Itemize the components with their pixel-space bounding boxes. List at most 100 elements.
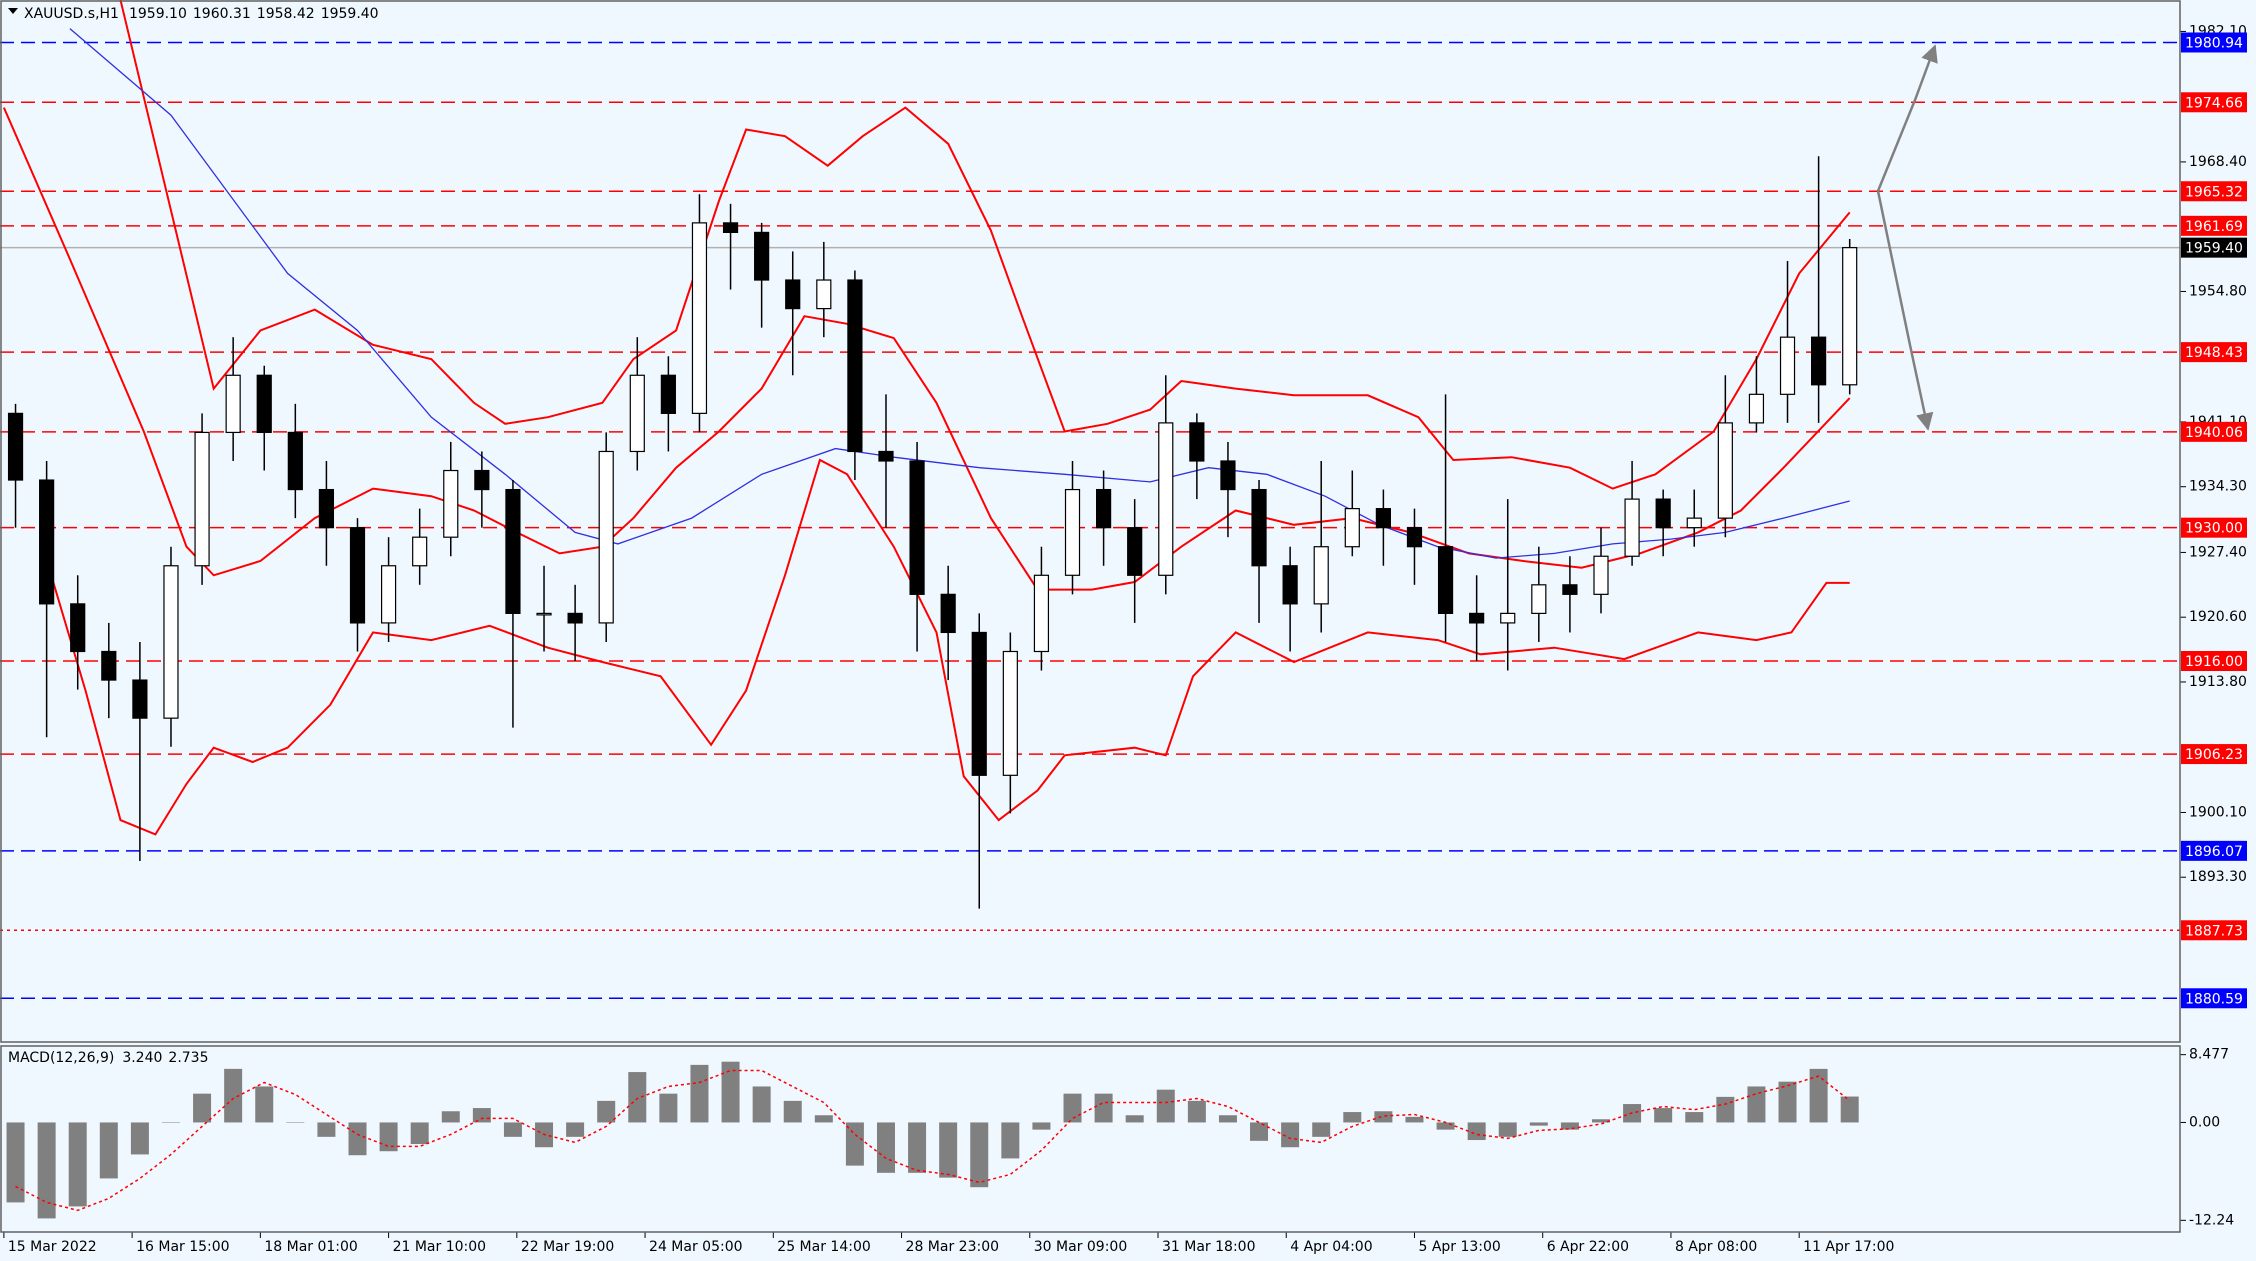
candle-body <box>1096 488 1112 529</box>
candle-body <box>940 593 956 634</box>
level-label-box <box>2181 32 2247 53</box>
symbol: XAUUSD.s,H1 <box>24 6 119 22</box>
macd-bar <box>1032 1122 1051 1130</box>
level-label: 1880.59 <box>2185 991 2243 1007</box>
candle-body <box>1002 650 1018 776</box>
quote-close: 1959.40 <box>321 6 379 22</box>
macd-bar <box>1001 1122 1020 1159</box>
macd-bar <box>224 1068 243 1123</box>
macd-bar <box>908 1122 927 1173</box>
macd-bar <box>1778 1081 1797 1123</box>
level-label-box <box>2181 237 2247 258</box>
macd-value: 3.240 <box>122 1050 162 1066</box>
candle-body <box>816 279 832 310</box>
macd-bar <box>1218 1115 1237 1123</box>
x-tick-label: 8 Apr 08:00 <box>1675 1239 1757 1255</box>
macd-bar <box>1716 1096 1735 1123</box>
candle-body <box>722 222 739 234</box>
macd-bar <box>410 1122 429 1145</box>
x-tick-label: 6 Apr 22:00 <box>1547 1239 1629 1255</box>
macd-bar <box>472 1108 491 1123</box>
macd-bar <box>193 1093 212 1123</box>
quote-low: 1958.42 <box>257 6 315 22</box>
macd-bar <box>1591 1119 1610 1123</box>
y-tick-label: 1900.10 <box>2189 804 2247 820</box>
macd-bar <box>659 1093 678 1123</box>
candle-body <box>1344 508 1360 548</box>
forecast-arrow-up <box>1876 44 1938 192</box>
x-tick-label: 22 Mar 19:00 <box>521 1239 614 1255</box>
main-frame <box>0 0 2181 1043</box>
candle-body <box>971 631 987 776</box>
candle-body <box>754 231 770 281</box>
macd-bar <box>1094 1093 1113 1123</box>
macd-title: MACD(12,26,9) <box>8 1050 114 1066</box>
candle-body <box>70 603 86 653</box>
y-tick-label: 1893.30 <box>2189 869 2247 885</box>
signal-value: 2.735 <box>168 1050 208 1066</box>
level-label: 1930.00 <box>2185 521 2243 537</box>
macd-bar <box>1374 1111 1393 1123</box>
macd-bar <box>1747 1086 1766 1123</box>
macd-bar <box>690 1064 709 1123</box>
candle-body <box>785 279 801 310</box>
y-tick-label: 1968.40 <box>2189 154 2247 170</box>
macd-bar <box>721 1061 740 1123</box>
level-label-box <box>2181 920 2247 941</box>
macd-bar <box>1560 1122 1579 1130</box>
macd-bar <box>814 1115 833 1123</box>
y-tick-label: 1934.30 <box>2189 479 2247 495</box>
y-tick-label: 1920.60 <box>2189 609 2247 625</box>
candle-body <box>1500 612 1516 624</box>
candle-body <box>1282 565 1298 605</box>
level-label: 1948.43 <box>2185 345 2243 361</box>
y-tick-label: 1927.40 <box>2189 544 2247 560</box>
candle-body <box>1251 488 1267 567</box>
forecast-arrow-down <box>1876 190 1934 431</box>
candle-body <box>878 450 894 462</box>
level-label: 1916.00 <box>2185 654 2243 670</box>
indicator-line <box>41 458 1850 836</box>
x-tick-label: 16 Mar 15:00 <box>136 1239 229 1255</box>
candle-body <box>1842 247 1858 386</box>
candle-body <box>39 479 55 605</box>
macd-plot <box>6 1061 1859 1219</box>
y-tick-label: 8.477 <box>2189 1047 2229 1063</box>
axes: 1982.101968.401954.801941.101934.301927.… <box>3 23 2247 1255</box>
macd-bar <box>161 1122 180 1123</box>
candle-body <box>1624 498 1640 557</box>
candle-body <box>256 374 272 434</box>
candle-body <box>567 612 583 624</box>
x-tick-label: 25 Mar 14:00 <box>777 1239 870 1255</box>
menu-triangle[interactable] <box>8 8 18 14</box>
x-tick-label: 24 Mar 05:00 <box>649 1239 742 1255</box>
macd-bar <box>876 1122 895 1173</box>
macd-bar <box>939 1122 958 1178</box>
macd-bar <box>1809 1068 1828 1123</box>
main-plot <box>0 0 2180 1000</box>
x-tick-label: 28 Mar 23:00 <box>906 1239 999 1255</box>
x-tick-label: 18 Mar 01:00 <box>264 1239 357 1255</box>
candle-body <box>132 679 148 719</box>
level-label-box <box>2181 421 2247 442</box>
candle-body <box>474 469 490 491</box>
candle-body <box>1686 517 1702 529</box>
macd-bar <box>1156 1089 1175 1123</box>
indicator-line <box>119 0 1851 490</box>
candle-body <box>847 279 863 453</box>
candle-body <box>349 527 366 624</box>
macd-bar <box>597 1100 616 1123</box>
macd-bar <box>566 1122 585 1137</box>
quote-high: 1960.31 <box>193 6 251 22</box>
macd-bar <box>783 1100 802 1123</box>
macd-bar <box>1840 1096 1859 1123</box>
candle-body <box>629 374 645 453</box>
macd-bar <box>752 1086 771 1123</box>
macd-bar <box>845 1122 864 1166</box>
candle-body <box>1313 546 1329 605</box>
level-label-box <box>2181 342 2247 363</box>
candle-body <box>163 565 179 719</box>
macd-bar <box>37 1122 56 1219</box>
x-tick-label: 4 Apr 04:00 <box>1290 1239 1372 1255</box>
